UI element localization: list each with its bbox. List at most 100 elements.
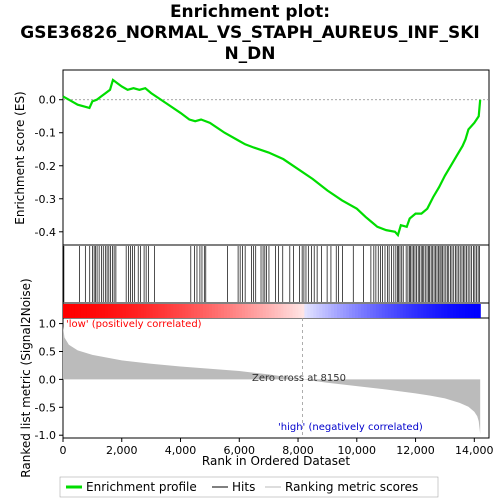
x-tick-label: 0 xyxy=(60,444,67,457)
color-bar-segment xyxy=(83,304,88,318)
color-bar-segment xyxy=(86,304,91,318)
color-bar-segment xyxy=(337,304,341,318)
metric-tick-label: 0.5 xyxy=(39,345,57,358)
color-bar-segment xyxy=(268,304,273,318)
x-tick-label: 8,000 xyxy=(282,444,314,457)
color-bar-segment xyxy=(355,304,359,318)
color-bar-segment xyxy=(89,304,94,318)
color-bar-segment xyxy=(149,304,153,318)
color-bar-segment xyxy=(220,304,225,318)
rank-color-bar xyxy=(63,304,481,318)
es-panel xyxy=(62,69,490,246)
color-bar-segment xyxy=(340,304,344,318)
title-line-2: GSE36826_NORMAL_VS_STAPH_AUREUS_INF_SKI xyxy=(20,23,480,43)
color-bar-segment xyxy=(420,304,425,318)
hit-lines xyxy=(63,246,480,302)
color-bar-segment xyxy=(217,304,222,318)
color-bar-segment xyxy=(286,304,291,318)
color-bar-segment xyxy=(322,304,326,318)
color-bar-segment xyxy=(265,304,270,318)
color-bar-segment xyxy=(131,304,136,318)
color-bar-segment xyxy=(259,304,264,318)
legend-hits-label: Hits xyxy=(232,480,255,494)
color-bar-segment xyxy=(95,304,100,318)
color-bar-segment xyxy=(170,304,174,318)
color-bar-segment xyxy=(307,304,311,318)
es-tick-label: 0.0 xyxy=(39,94,57,107)
color-bar-segment xyxy=(358,304,362,318)
color-bar-segment xyxy=(182,304,186,318)
es-y-axis-label: Enrichment score (ES) xyxy=(13,91,27,224)
es-tick-label: -0.3 xyxy=(35,193,56,206)
color-bar-segment xyxy=(173,304,177,318)
x-tick-label: 14,000 xyxy=(455,444,494,457)
color-bar-segment xyxy=(191,304,195,318)
color-bar-segment xyxy=(429,304,434,318)
color-bar-segment xyxy=(378,304,383,318)
color-bar-segment xyxy=(241,304,246,318)
color-bar-segment xyxy=(244,304,249,318)
color-bar-segment xyxy=(209,304,213,318)
color-bar-segment xyxy=(331,304,335,318)
color-bar-segment xyxy=(313,304,317,318)
color-bar-segment xyxy=(283,304,288,318)
color-bar-segment xyxy=(289,304,294,318)
color-bar-segment xyxy=(363,304,368,318)
color-bar-segment xyxy=(399,304,404,318)
color-bar-segment xyxy=(402,304,407,318)
color-bar-segment xyxy=(74,304,79,318)
metric-y-axis-label: Ranked list metric (Signal2Noise) xyxy=(19,278,33,477)
x-ticks: 0 2,000 4,000 6,000 8,000 10,000 12,000 14,000 xyxy=(60,438,494,457)
color-bar-segment xyxy=(438,304,443,318)
x-tick-label: 2,000 xyxy=(106,444,138,457)
low-correlated-label: 'low' (positively correlated) xyxy=(66,319,202,330)
color-bar-segment xyxy=(447,304,451,318)
color-bar-segment xyxy=(92,304,97,318)
color-bar-segment xyxy=(232,304,237,318)
legend-box xyxy=(59,476,439,498)
es-tick-label: -0.2 xyxy=(35,160,56,173)
metric-tick-label: -1.0 xyxy=(35,429,56,442)
color-bar-segment xyxy=(247,304,252,318)
es-y-ticks: 0.0 -0.1 -0.2 -0.3 -0.4 xyxy=(35,94,63,239)
color-bar-segment xyxy=(423,304,428,318)
color-bar-segment xyxy=(161,304,165,318)
color-bar-segment xyxy=(328,304,332,318)
color-bar-segment xyxy=(465,304,469,318)
color-bar-segment xyxy=(128,304,133,318)
color-bar-segment xyxy=(384,304,389,318)
color-bar-segment xyxy=(477,304,481,318)
x-axis-label: Rank in Ordered Dataset xyxy=(202,454,350,468)
color-bar-segment xyxy=(271,304,276,318)
color-bar-segment xyxy=(325,304,329,318)
title-line-1: Enrichment plot: xyxy=(169,2,331,22)
color-bar-segment xyxy=(468,304,472,318)
color-bar-segment xyxy=(316,304,320,318)
color-bar-segment xyxy=(411,304,416,318)
color-bar-segment xyxy=(346,304,350,318)
color-bar-segment xyxy=(238,304,243,318)
metric-tick-label: 0.0 xyxy=(39,373,57,386)
color-bar-segment xyxy=(235,304,240,318)
color-bar-segment xyxy=(122,304,127,318)
color-bar-segment xyxy=(453,304,457,318)
color-bar-segment xyxy=(262,304,267,318)
color-bar-segment xyxy=(292,304,297,318)
color-bar-segment xyxy=(396,304,401,318)
color-bar-segment xyxy=(310,304,314,318)
color-bar-segment xyxy=(390,304,395,318)
color-bar-segment xyxy=(71,304,76,318)
color-bar-segment xyxy=(155,304,159,318)
ranking-metric-area xyxy=(63,326,481,435)
color-bar-segment xyxy=(68,304,73,318)
color-bar-segment xyxy=(194,304,198,318)
color-bar-segment xyxy=(167,304,171,318)
color-bar-segment xyxy=(98,304,103,318)
legend-enrichment-label: Enrichment profile xyxy=(86,480,197,494)
color-bar-segment xyxy=(334,304,338,318)
color-bar-segment xyxy=(116,304,121,318)
high-correlated-label: 'high' (negatively correlated) xyxy=(278,422,423,433)
color-bar-segment xyxy=(179,304,183,318)
title-line-3: N_DN xyxy=(224,44,276,64)
color-bar-segment xyxy=(349,304,353,318)
